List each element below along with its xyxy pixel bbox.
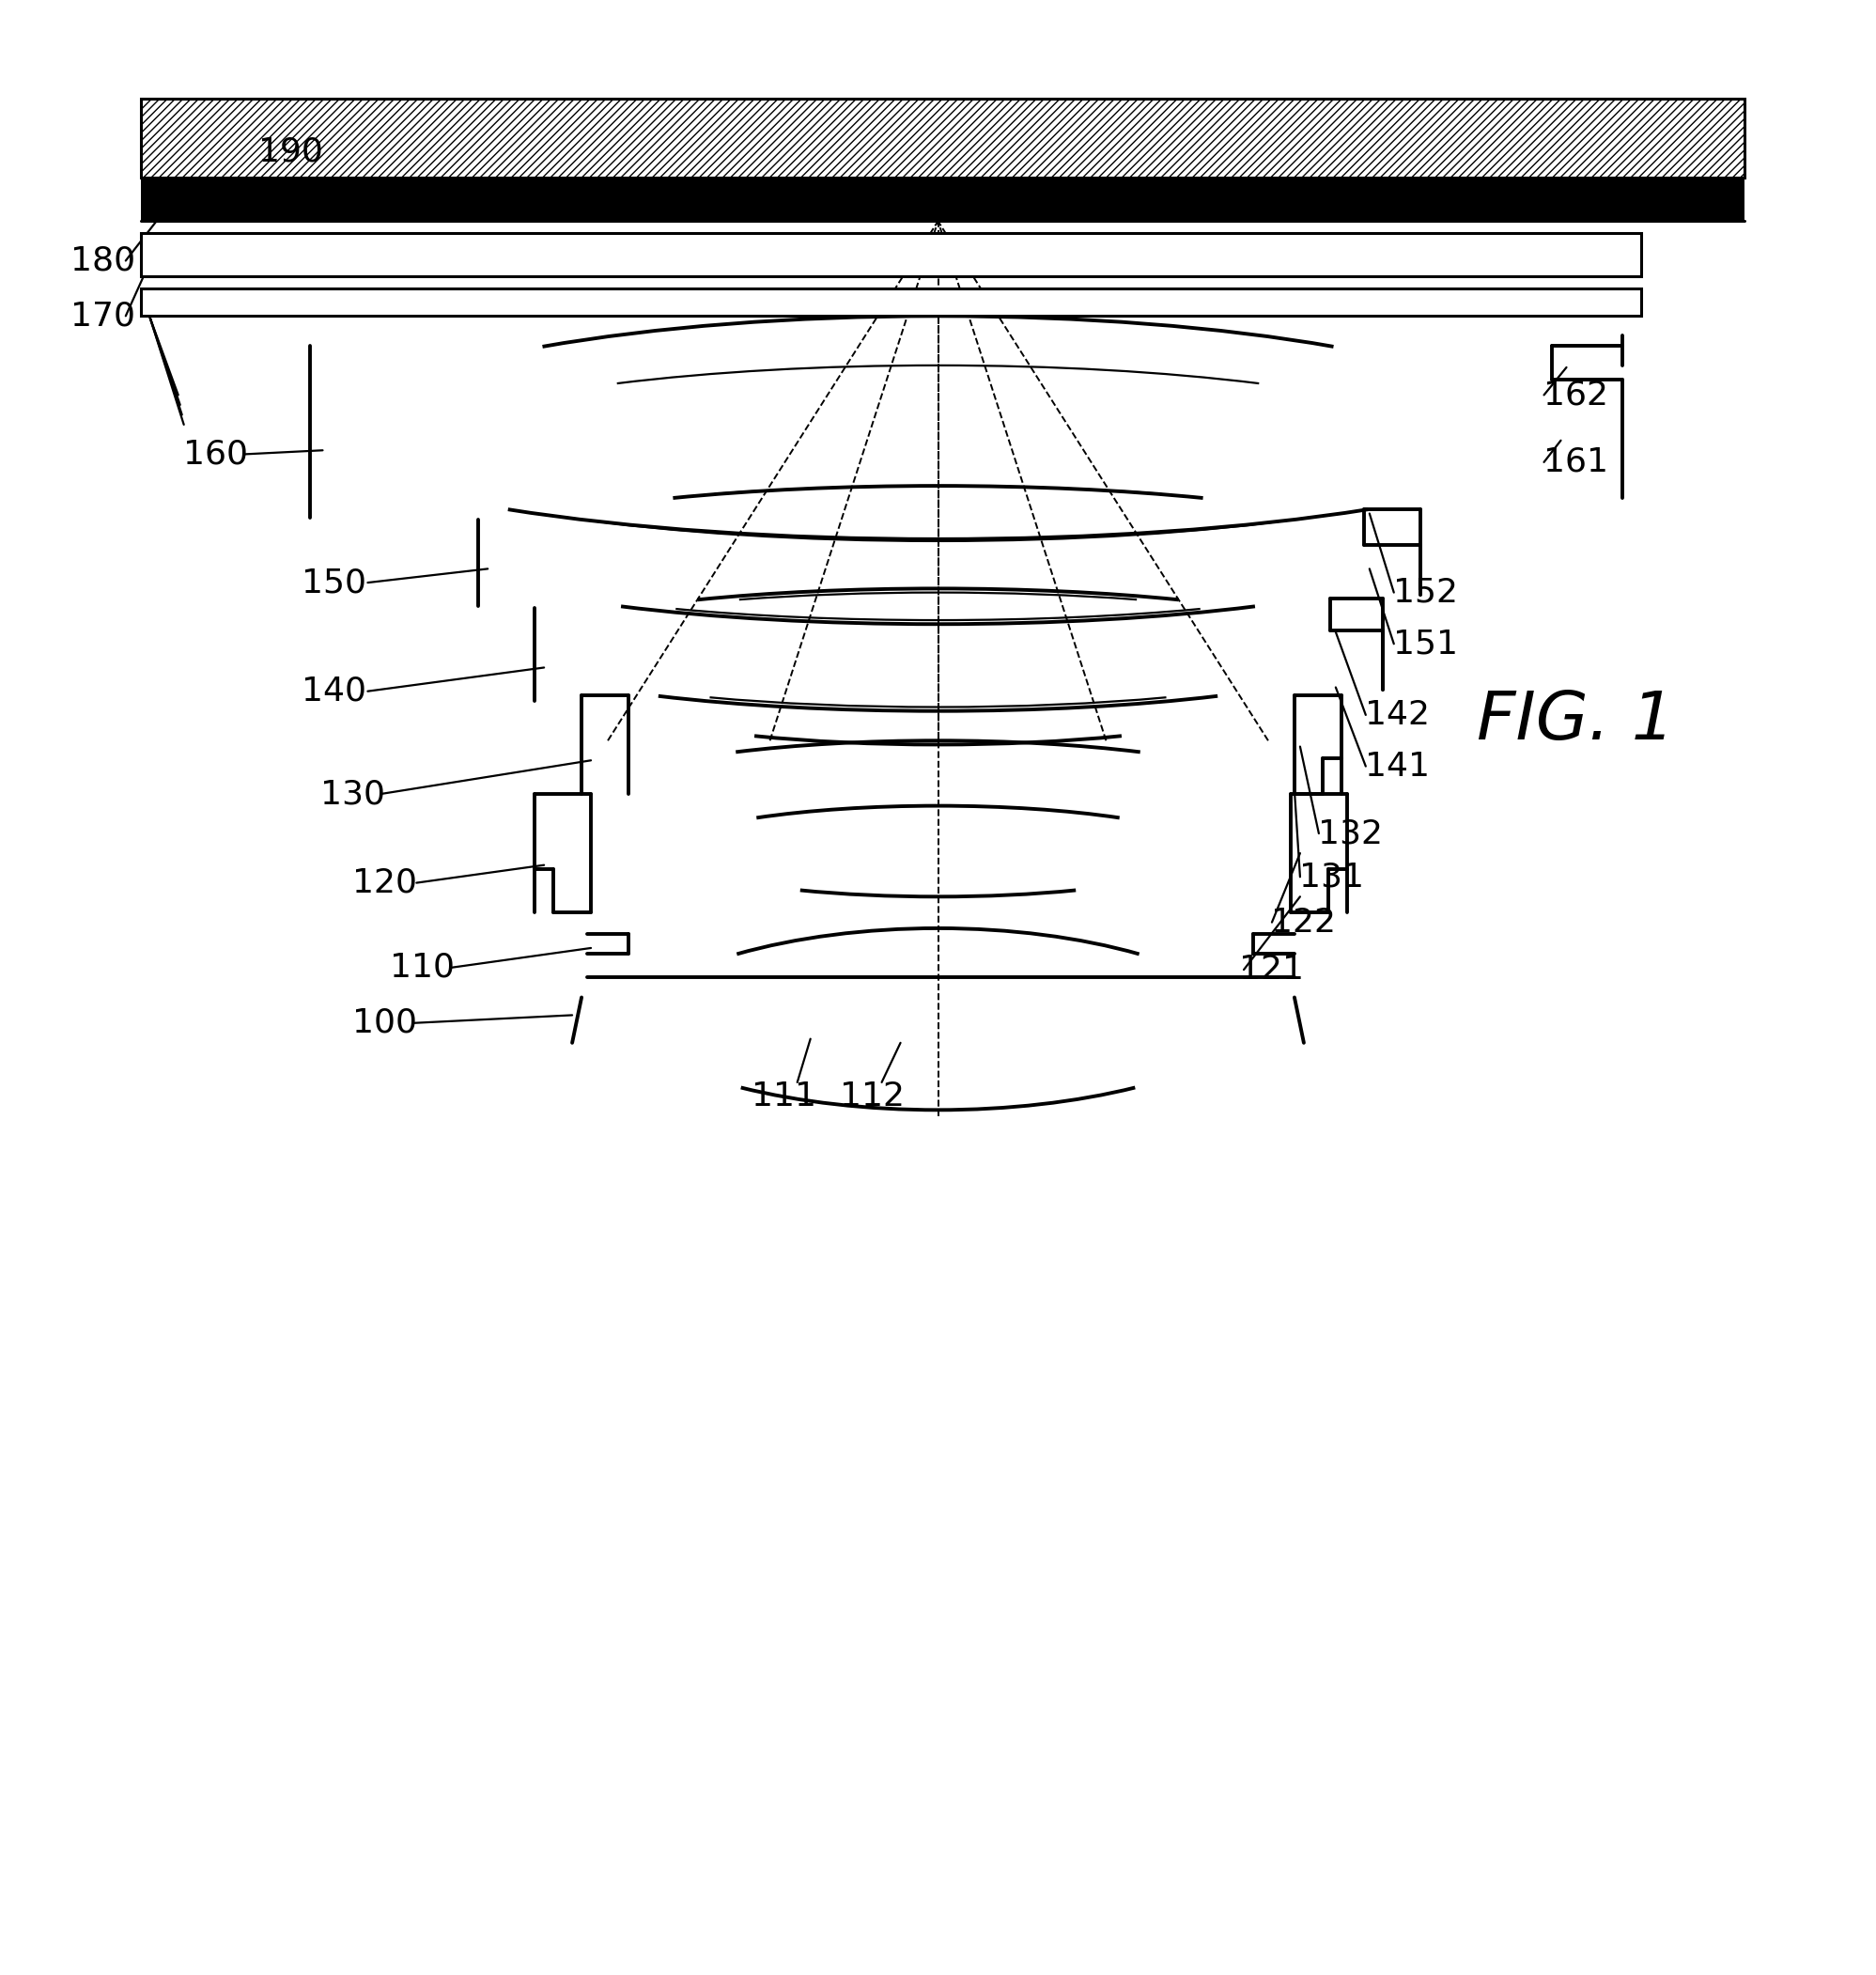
Text: 132: 132 [1319, 818, 1383, 849]
Bar [141, 99, 1745, 178]
Bar [141, 233, 1642, 277]
Text: 162: 162 [1544, 379, 1608, 411]
Text: 151: 151 [1394, 628, 1458, 660]
Text: 112: 112 [840, 1080, 904, 1112]
Text: 142: 142 [1366, 699, 1430, 731]
Text: 161: 161 [1544, 446, 1608, 478]
Text: 190: 190 [259, 136, 323, 168]
Text: 140: 140 [302, 675, 366, 707]
Text: 170: 170 [71, 300, 135, 332]
Text: 150: 150 [302, 567, 366, 598]
Text: 111: 111 [752, 1080, 816, 1112]
Text: 141: 141 [1366, 750, 1430, 782]
Text: 120: 120 [353, 867, 416, 899]
Text: 130: 130 [321, 778, 385, 810]
Text: 110: 110 [390, 952, 454, 984]
Bar [141, 178, 1745, 221]
Text: 100: 100 [353, 1007, 416, 1039]
Text: 122: 122 [1272, 907, 1336, 938]
Text: FIG. 1: FIG. 1 [1476, 689, 1675, 752]
Text: 152: 152 [1394, 577, 1458, 608]
Text: 160: 160 [184, 438, 248, 470]
Text: 180: 180 [71, 245, 135, 277]
Text: 131: 131 [1300, 861, 1364, 893]
Text: 121: 121 [1240, 954, 1304, 986]
Bar [141, 288, 1642, 316]
